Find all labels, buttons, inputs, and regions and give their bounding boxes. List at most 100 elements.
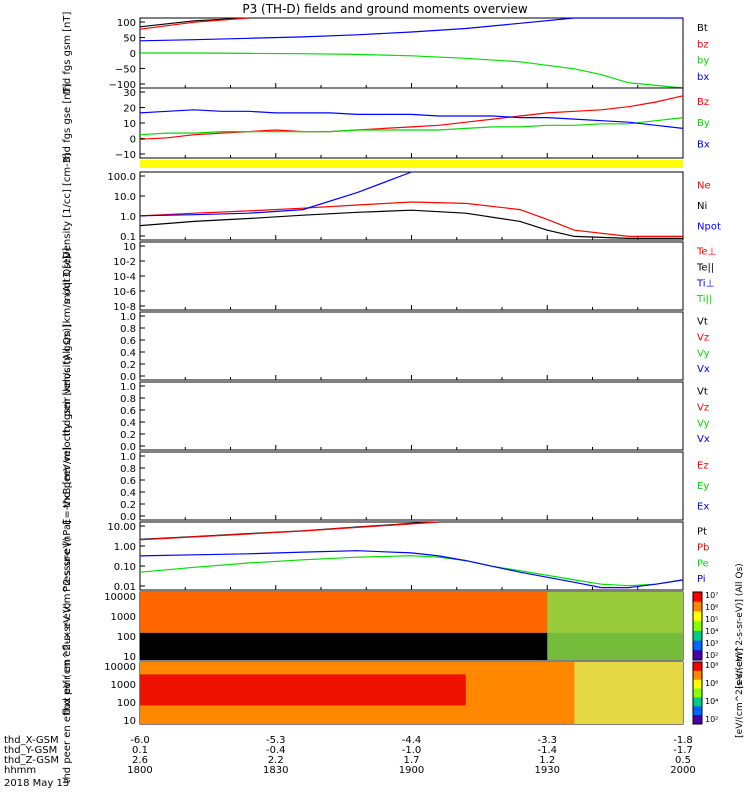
y-tick-label: 10.00	[107, 522, 136, 533]
legend-entry: Vy	[697, 418, 710, 429]
ephemeris-value: 1830	[263, 765, 288, 776]
y-tick-label: 0.0	[120, 512, 136, 523]
legend-entry: Ex	[697, 502, 709, 513]
y-tick-label: 0.2	[120, 360, 136, 371]
ephemeris-value: 1930	[535, 765, 560, 776]
panel-3: Density [1/cc] [cm-3] 100.0 10.0 1.0 0.1 Ne Ni…	[62, 153, 721, 259]
y-axis-label: moqt3 [eV]	[62, 248, 73, 305]
legend-entry: Te||	[696, 262, 714, 273]
y-tick-label: 0.10	[114, 562, 136, 573]
panel-frame	[139, 311, 684, 381]
y-tick-label: 0.0	[120, 442, 136, 453]
legend-entry: By	[697, 118, 710, 129]
y-tick-label: 0.4	[120, 418, 136, 429]
panel-frame	[139, 381, 684, 451]
legend-entry: Vy	[697, 348, 710, 359]
y-tick-label: 0	[130, 49, 136, 60]
y-axis-label: thd peer en eflux eV (cm^2-s-sr-eV)	[62, 602, 73, 783]
y-tick-label: −10	[115, 150, 136, 161]
colorbar-segment	[693, 670, 702, 681]
colorbar-segment	[693, 679, 702, 690]
legend-entry: Vz	[697, 332, 709, 343]
y-tick-label: 1.00	[114, 542, 136, 553]
plot-title: P3 (TH-D) fields and ground moments over…	[242, 2, 527, 16]
ephemeris-value: 1.7	[404, 755, 420, 766]
legend-entry: Npot	[697, 222, 721, 233]
y-tick-label: 0.01	[114, 582, 136, 593]
series-Bx	[139, 109, 684, 129]
series-Ni	[139, 209, 683, 239]
series-Pi	[139, 550, 684, 589]
colorbar-tick: 10⁵	[705, 615, 718, 624]
panel-0: thd fgs gsm [nT] 100 50 0 −50 −100 Bt bz by bx	[62, 12, 709, 95]
colorbar-segment	[693, 650, 702, 661]
legend-entry: Bx	[697, 139, 710, 150]
y-tick-label: 100.0	[107, 172, 136, 183]
colorbar-frame	[692, 661, 703, 725]
colorbar-segment	[693, 706, 702, 716]
y-axis-label: thd fgs gse [nT]	[62, 83, 73, 162]
ephemeris-value: -3.3	[537, 735, 557, 746]
series-bz	[139, 17, 249, 30]
y-tick-label: 50	[123, 34, 136, 45]
y-tick-label: 10-8	[113, 302, 136, 313]
colorbar-segment	[693, 630, 702, 642]
y-tick-label: 10-6	[113, 287, 136, 298]
panel-7: E=-VxB [mV/m] 1.00.80.60.40.20.0 Ez Ey Ex	[62, 447, 709, 525]
y-tick-label: 20	[123, 104, 136, 115]
ion-flux-late	[547, 592, 683, 660]
ephemeris-label: thd_Y-GSM	[4, 745, 57, 756]
ephemeris-value: -4.4	[402, 735, 422, 746]
y-tick-label: 1000	[111, 680, 136, 691]
colorbar-segment	[693, 688, 702, 698]
y-tick-label: 0.6	[120, 406, 136, 417]
y-tick-label: 1.0	[120, 382, 136, 393]
ephemeris-value: -0.4	[266, 745, 286, 756]
legend-entry: Pt	[697, 527, 707, 538]
y-tick-label: 10	[123, 119, 136, 130]
ephemeris-value: 1.2	[539, 755, 555, 766]
series-Pb	[139, 521, 439, 541]
colorbar-segment	[693, 611, 702, 622]
y-axis-label: Pressure [nPa]	[62, 520, 73, 592]
ephemeris-value: -1.0	[402, 745, 422, 756]
colorbar-tick: 10⁷	[705, 591, 718, 600]
ephemeris-value: -6.0	[130, 735, 150, 746]
series-Npot	[139, 171, 412, 217]
y-tick-label: −50	[115, 65, 136, 76]
legend-entry: Ni	[697, 201, 707, 212]
y-tick-label: 10	[123, 716, 136, 727]
ephemeris-value: 0.1	[132, 745, 148, 756]
y-tick-label: 30	[123, 88, 136, 99]
legend-entry: by	[697, 56, 709, 67]
ephemeris-value: 0.5	[675, 755, 691, 766]
y-axis-label: E=-VxB [mV/m]	[62, 447, 73, 525]
ephemeris-label: thd_X-GSM	[4, 735, 59, 746]
legend-entry: Vt	[697, 317, 708, 328]
y-tick-label: 10-2	[113, 257, 136, 268]
ephemeris-value: 1900	[399, 765, 424, 776]
ephemeris-value: 1800	[127, 765, 152, 776]
colorbar-tick: 10³	[705, 639, 718, 648]
yellow-strip	[140, 160, 683, 168]
y-tick-label: 100	[117, 632, 136, 643]
legend-entry: Bt	[697, 23, 708, 34]
y-axis-label: Density [1/cc] [cm-3]	[62, 153, 73, 259]
ephemeris-value: 2.6	[132, 755, 148, 766]
legend-entry: Ti⊥	[696, 278, 714, 289]
legend-entry: bz	[697, 39, 709, 50]
colorbar-segment	[693, 715, 702, 725]
y-tick-label: 10	[123, 652, 136, 663]
panel-6: thd peer velocity gsm [km/s (All Qs)] 1.0…	[62, 324, 710, 508]
legend-entry: Ey	[697, 481, 709, 492]
legend-entry: Ti||	[696, 294, 712, 305]
y-tick-label: 0.8	[120, 394, 136, 405]
y-axis-label: thd peer velocity gsm [km/s (All Qs)]	[62, 324, 73, 508]
colorbar-frame	[692, 591, 703, 661]
y-tick-label: 10-4	[113, 272, 136, 283]
legend-entry: Pb	[697, 542, 709, 553]
y-tick-label: −100	[109, 80, 136, 91]
legend-entry: Pe	[697, 558, 709, 569]
y-axis-label: thd peir velocity gsm [km/s (All Qs)]	[62, 256, 73, 437]
